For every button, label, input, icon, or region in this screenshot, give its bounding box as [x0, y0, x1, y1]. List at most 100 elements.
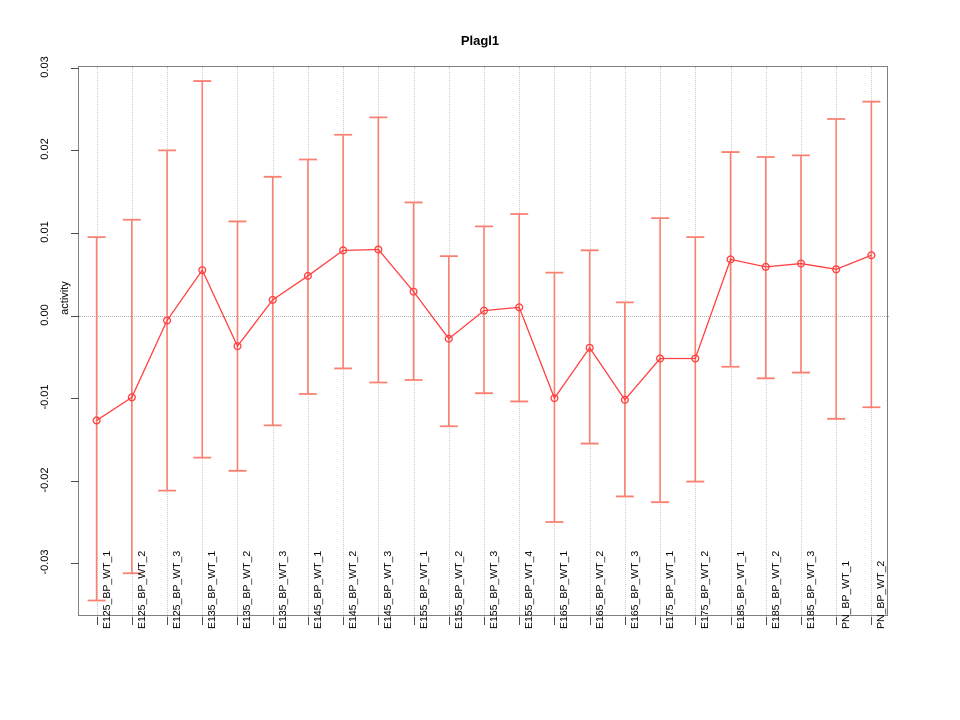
data-series-layer — [87, 80, 881, 602]
x-axis-tick-label: E155_BP_WT_3 — [488, 550, 500, 629]
x-axis-tick — [800, 617, 802, 625]
x-axis-tick-label: E145_BP_WT_1 — [311, 550, 324, 629]
x-axis-tick — [413, 617, 415, 625]
x-axis-tick-label: E135_BP_WT_2 — [241, 550, 254, 629]
y-axis-tick — [71, 563, 79, 565]
x-axis-tick — [484, 617, 485, 625]
data-point-marker — [127, 393, 136, 402]
data-point-marker — [339, 246, 348, 255]
x-axis-tick-label: E135_BP_WT_3 — [276, 550, 289, 629]
x-axis-tick — [836, 617, 838, 625]
x-axis-tick — [765, 617, 767, 625]
x-axis-tick — [167, 617, 169, 625]
x-axis-tick — [589, 617, 591, 625]
data-point-marker — [303, 271, 312, 280]
x-axis-tick — [131, 617, 133, 625]
data-point-marker — [726, 255, 735, 264]
data-point-marker — [867, 251, 876, 260]
x-axis-tick-label: E145_BP_WT_2 — [347, 550, 360, 629]
error-bar — [756, 156, 775, 380]
y-axis-tick-label: 0.00 — [39, 303, 51, 326]
x-axis-tick — [730, 617, 732, 625]
error-bar — [87, 236, 106, 602]
y-axis-tick-label: -0.02 — [39, 467, 51, 493]
error-bar — [686, 236, 705, 483]
x-axis-tick-label: E175_BP_WT_2 — [699, 550, 712, 629]
x-axis-tick — [202, 617, 204, 625]
x-axis-tick-label: E165_BP_WT_3 — [628, 550, 641, 629]
x-axis-tick — [237, 617, 239, 625]
x-axis-tick-label: E125_BP_WT_3 — [171, 550, 184, 629]
data-point-marker — [268, 295, 277, 304]
page-title: Plagl1 — [460, 33, 500, 48]
x-axis-tick-label: E125_BP_WT_1 — [100, 550, 113, 629]
error-bar — [334, 133, 353, 370]
error-bar — [475, 225, 493, 395]
data-point-marker — [233, 342, 242, 351]
data-point-marker — [198, 266, 207, 275]
y-axis-tick-label: 0.03 — [39, 56, 51, 78]
y-axis-tick — [71, 480, 79, 482]
x-axis-tick-label: PN_BP_WT_2 — [875, 560, 888, 629]
x-axis-tick-label: PN_BP_WT_1 — [840, 560, 853, 629]
x-axis-tick — [378, 617, 380, 625]
data-point-marker — [162, 316, 172, 325]
data-point-marker — [585, 343, 594, 352]
plot-inner — [79, 67, 889, 617]
x-axis-tick — [554, 617, 556, 625]
x-axis-tick-label: E155_BP_WT_2 — [452, 550, 465, 629]
x-axis-tick-label: E155_BP_WT_4 — [523, 550, 536, 629]
x-axis-tick — [343, 617, 345, 625]
x-axis-tick-label: E155_BP_WT_1 — [417, 550, 430, 629]
error-bar — [862, 100, 881, 409]
data-point-marker — [444, 334, 453, 343]
x-axis-tick — [871, 617, 873, 625]
x-axis-tick — [624, 617, 626, 625]
plot-area: -0.03 -0.02 -0.01 0.00 0.01 0.02 0.03 E125_BP_… — [39, 56, 889, 629]
y-axis-tick — [71, 232, 79, 234]
x-axis-tick-label: E165_BP_WT_2 — [593, 550, 606, 629]
data-point-marker — [479, 306, 489, 315]
y-axis-title: activity — [59, 281, 71, 315]
x-axis-tick — [307, 617, 309, 625]
data-point-marker — [92, 416, 101, 425]
error-bar — [439, 255, 458, 428]
x-axis-tick-label: E185_BP_WT_1 — [734, 550, 747, 629]
x-axis-tick — [448, 617, 450, 625]
data-point-marker — [691, 354, 700, 363]
x-axis-tick — [96, 617, 98, 625]
x-axis-tick-label: E175_BP_WT_1 — [664, 550, 677, 629]
x-axis-tick-label: E135_BP_WT_1 — [206, 550, 219, 629]
y-axis-tick — [71, 150, 79, 152]
y-axis-tick-label: -0.01 — [39, 384, 51, 410]
data-point-marker — [620, 395, 629, 404]
x-axis-tick-label: E185_BP_WT_3 — [804, 550, 817, 629]
data-point-marker — [374, 245, 383, 254]
data-point-marker — [550, 394, 559, 403]
error-bar — [263, 175, 282, 427]
data-point-marker — [761, 262, 770, 271]
error-bar — [651, 217, 670, 504]
data-point-marker — [409, 287, 418, 296]
y-axis-tick — [71, 315, 79, 317]
data-point-marker — [796, 259, 806, 268]
data-point-marker — [515, 303, 524, 312]
data-point-marker — [656, 354, 665, 363]
x-axis-tick — [272, 617, 274, 625]
x-axis-tick-label: E145_BP_WT_3 — [382, 550, 395, 629]
x-axis-tick — [660, 617, 662, 625]
y-axis-tick-label: -0.03 — [39, 549, 51, 575]
x-axis-tick-label: E125_BP_WT_2 — [135, 550, 148, 629]
x-axis-tick — [695, 617, 697, 625]
data-point-marker — [832, 265, 841, 274]
x-axis-tick — [519, 617, 521, 625]
y-axis-tick — [71, 67, 79, 69]
y-axis-tick — [71, 398, 79, 400]
x-axis-tick-label: E185_BP_WT_2 — [769, 550, 782, 629]
y-axis-tick-label: 0.01 — [39, 221, 51, 243]
x-axis-tick-label: E165_BP_WT_1 — [558, 550, 571, 629]
error-bar — [298, 158, 317, 395]
series-line — [96, 248, 872, 421]
y-axis-tick-label: 0.02 — [39, 138, 51, 161]
